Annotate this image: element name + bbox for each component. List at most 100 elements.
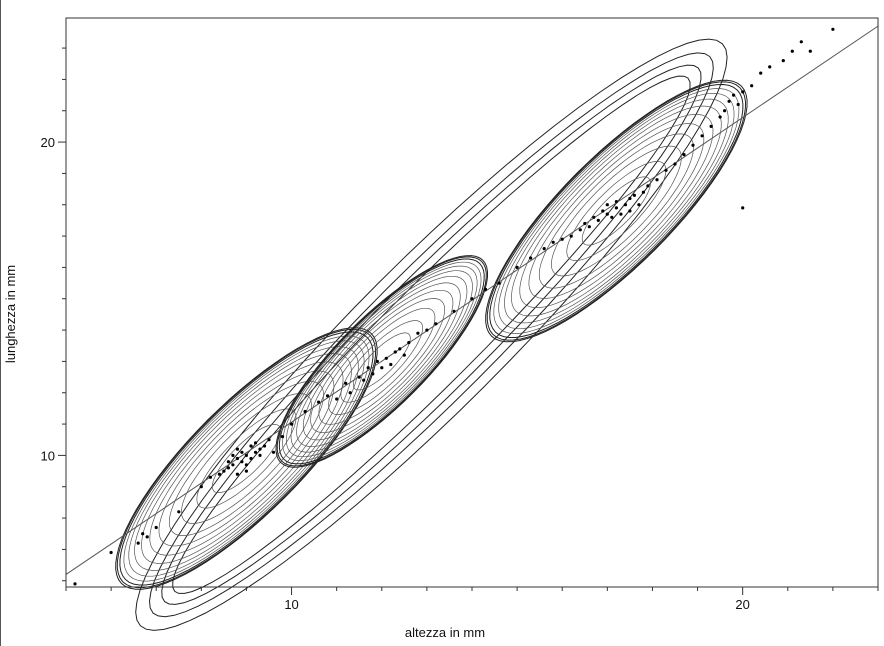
data-point [691,143,695,147]
mode-contour [340,320,423,403]
data-point [560,237,564,241]
y-tick-label: 10 [41,448,55,463]
data-point [759,71,763,75]
data-point [326,394,330,398]
data-point [249,456,253,461]
data-point [145,535,149,539]
mode-contour [211,424,281,493]
data-point [290,422,294,426]
data-point [335,397,339,401]
data-point [614,206,619,210]
mode-contour [318,298,445,425]
envelope-contour [161,64,702,605]
y-axis-title: lunghezza in mm [3,265,18,363]
data-point [551,240,555,244]
data-point [569,234,573,238]
mode-contour [116,328,376,589]
data-point [384,356,388,360]
data-point [619,212,623,216]
data-point [632,193,637,197]
mode-contour [486,81,747,341]
data-point [637,203,641,207]
data-point [375,359,379,363]
data-point [592,215,596,219]
data-point [240,450,244,454]
data-point [709,124,713,128]
data-point [605,212,609,216]
data-point [244,453,248,457]
data-point [389,362,393,367]
mode-contour [181,393,312,524]
data-point [718,115,722,119]
mode-contour [328,307,436,415]
data-point [344,381,348,385]
data-point [587,225,591,229]
data-point [280,435,285,439]
data-point [542,247,546,251]
data-point [529,256,533,260]
data-point [610,215,614,219]
data-point [253,450,258,454]
reference-line [65,25,879,575]
data-point [736,102,740,107]
envelope-contour [148,52,714,618]
mode-contour [134,346,359,571]
mode-contour [296,275,468,447]
mode-contour [511,105,722,317]
mode-contour [141,353,352,564]
data-point [614,200,619,204]
mode-contour [115,327,378,590]
mode-contour [278,258,485,465]
data-point [628,196,632,201]
data-point [235,456,239,461]
y-axis-ticks: 10 20 [41,47,66,582]
data-point [601,209,605,213]
data-point [235,447,239,451]
data-point [407,341,411,345]
mode-contour [489,83,744,338]
data-point [655,178,659,182]
x-tick-label: 20 [735,597,749,612]
data-point [799,40,803,44]
data-point [605,203,609,207]
data-point [641,190,646,194]
data-point [425,328,429,332]
data-point [222,469,226,473]
envelope-contour [172,75,691,594]
data-point [700,134,704,138]
data-point [244,469,248,473]
data-point [154,525,158,530]
data-point [362,378,366,382]
data-point [741,206,745,210]
data-point [226,466,230,470]
mode-contour [310,289,454,433]
mode-contour [290,270,473,453]
data-points [73,27,835,586]
data-point [398,347,402,351]
data-point [136,541,140,545]
mode-contour [282,261,482,461]
data-point [673,162,677,166]
data-point [109,550,113,555]
y-tick-label: 20 [41,135,55,150]
data-point [262,444,267,448]
data-point [741,90,745,94]
mode-contour [286,265,478,458]
data-point [583,221,587,226]
data-point [596,218,600,222]
data-point [768,65,772,69]
data-point [231,463,235,467]
mode-contour [566,161,667,261]
data-point [497,281,501,285]
data-point [727,99,731,103]
data-point [831,27,835,31]
data-point [231,453,235,457]
mode-contour [504,98,729,324]
data-point [628,209,632,213]
data-point [258,447,262,451]
mode-contour [538,133,694,289]
data-point [470,297,474,301]
data-point [240,460,244,464]
data-point [217,472,221,476]
